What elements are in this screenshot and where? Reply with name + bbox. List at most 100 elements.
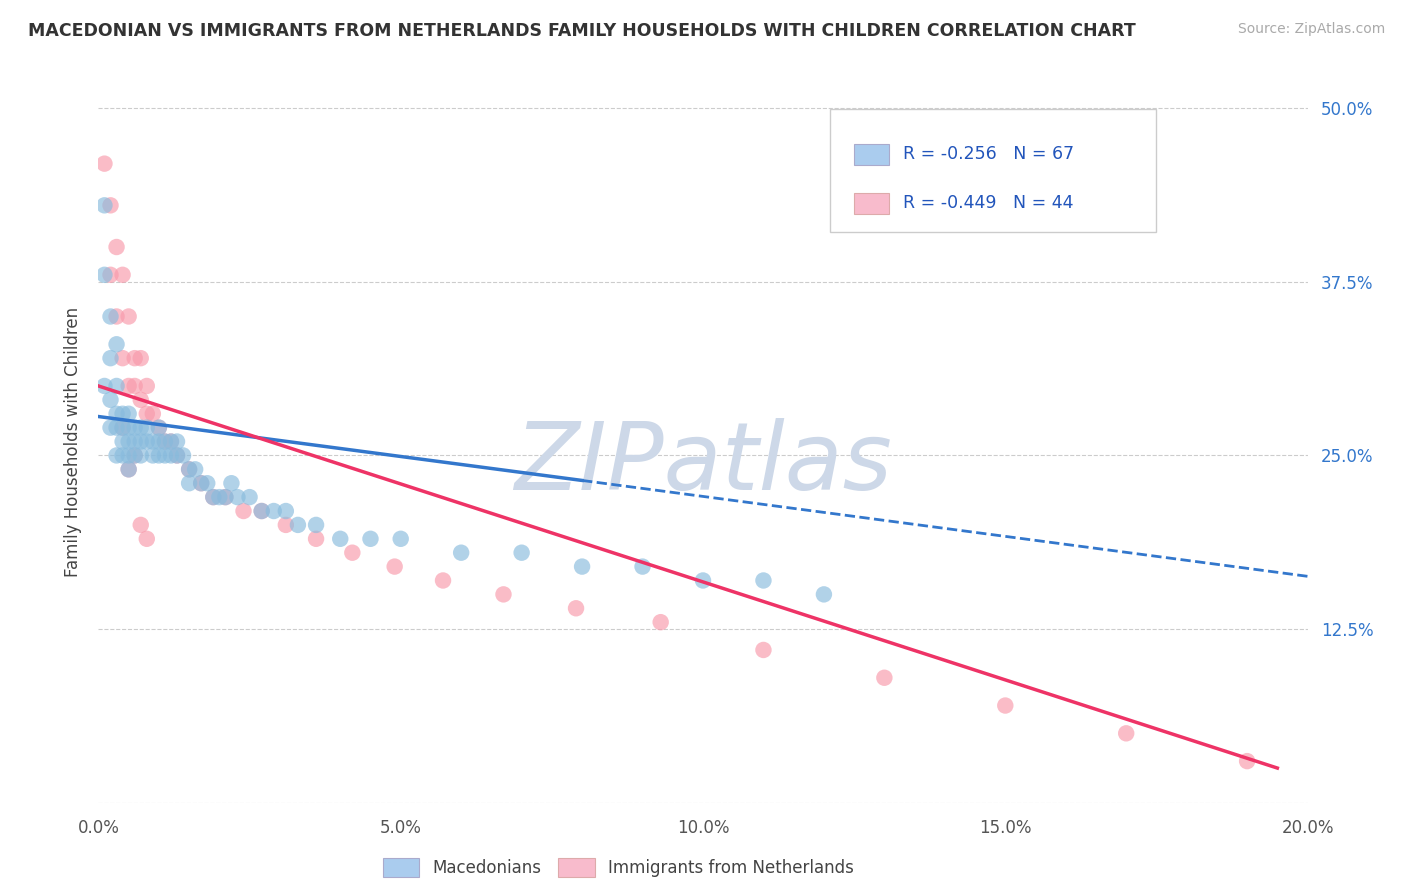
Point bbox=[148, 449, 170, 463]
FancyBboxPatch shape bbox=[855, 193, 889, 213]
Point bbox=[135, 420, 157, 434]
Point bbox=[1115, 726, 1137, 740]
Point bbox=[148, 420, 170, 434]
Point bbox=[274, 517, 297, 532]
Point bbox=[160, 449, 183, 463]
Point bbox=[148, 420, 170, 434]
Point bbox=[239, 490, 262, 504]
Point bbox=[100, 392, 122, 407]
Point bbox=[179, 462, 201, 476]
Point bbox=[384, 559, 406, 574]
Point bbox=[118, 310, 141, 324]
Point bbox=[118, 462, 141, 476]
Point bbox=[342, 546, 364, 560]
Point bbox=[124, 449, 146, 463]
Point bbox=[994, 698, 1017, 713]
Point bbox=[202, 490, 225, 504]
Point bbox=[93, 379, 115, 393]
Point bbox=[305, 532, 328, 546]
Point bbox=[105, 407, 128, 421]
Text: MACEDONIAN VS IMMIGRANTS FROM NETHERLANDS FAMILY HOUSEHOLDS WITH CHILDREN CORREL: MACEDONIAN VS IMMIGRANTS FROM NETHERLAND… bbox=[28, 22, 1136, 40]
Point bbox=[148, 434, 170, 449]
Point bbox=[432, 574, 454, 588]
Text: R = -0.256   N = 67: R = -0.256 N = 67 bbox=[903, 145, 1074, 163]
Point bbox=[100, 310, 122, 324]
Point bbox=[184, 462, 207, 476]
Point bbox=[118, 420, 141, 434]
Point bbox=[129, 434, 152, 449]
Point bbox=[752, 574, 775, 588]
Point bbox=[214, 490, 236, 504]
Point bbox=[135, 379, 157, 393]
Point bbox=[214, 490, 236, 504]
Point bbox=[142, 449, 165, 463]
Point bbox=[153, 434, 176, 449]
Point bbox=[250, 504, 273, 518]
Point bbox=[135, 434, 157, 449]
Point bbox=[153, 449, 176, 463]
Point bbox=[510, 546, 533, 560]
Point bbox=[118, 434, 141, 449]
Point bbox=[226, 490, 249, 504]
Point bbox=[111, 420, 134, 434]
Point bbox=[93, 268, 115, 282]
Point bbox=[100, 420, 122, 434]
Text: ZIPatlas: ZIPatlas bbox=[515, 417, 891, 508]
Point bbox=[105, 337, 128, 351]
Point bbox=[190, 476, 212, 491]
Legend: Macedonians, Immigrants from Netherlands: Macedonians, Immigrants from Netherlands bbox=[375, 851, 860, 883]
Point bbox=[129, 517, 152, 532]
Point bbox=[160, 434, 183, 449]
Point bbox=[100, 268, 122, 282]
Point bbox=[111, 449, 134, 463]
Point bbox=[160, 434, 183, 449]
Point bbox=[179, 462, 201, 476]
Point bbox=[305, 517, 328, 532]
Point bbox=[118, 407, 141, 421]
Point bbox=[813, 587, 835, 601]
Point bbox=[492, 587, 515, 601]
Point bbox=[93, 198, 115, 212]
Point bbox=[93, 156, 115, 170]
Point bbox=[329, 532, 352, 546]
Point bbox=[287, 517, 309, 532]
Point bbox=[100, 198, 122, 212]
Point bbox=[105, 420, 128, 434]
Point bbox=[129, 420, 152, 434]
Point bbox=[142, 407, 165, 421]
Point bbox=[129, 392, 152, 407]
Point bbox=[263, 504, 285, 518]
Point bbox=[166, 434, 188, 449]
Point bbox=[565, 601, 588, 615]
Point bbox=[111, 420, 134, 434]
Point bbox=[129, 351, 152, 366]
Point bbox=[124, 351, 146, 366]
Point bbox=[752, 643, 775, 657]
Point bbox=[202, 490, 225, 504]
Point bbox=[873, 671, 896, 685]
Point bbox=[124, 420, 146, 434]
Point bbox=[142, 434, 165, 449]
Point bbox=[124, 379, 146, 393]
Point bbox=[1236, 754, 1258, 768]
Point bbox=[250, 504, 273, 518]
Point bbox=[190, 476, 212, 491]
Text: Source: ZipAtlas.com: Source: ZipAtlas.com bbox=[1237, 22, 1385, 37]
Point bbox=[274, 504, 297, 518]
Point bbox=[232, 504, 254, 518]
Point bbox=[100, 351, 122, 366]
Point bbox=[111, 407, 134, 421]
Point bbox=[129, 449, 152, 463]
Point bbox=[172, 449, 194, 463]
Y-axis label: Family Households with Children: Family Households with Children bbox=[63, 307, 82, 576]
Point bbox=[571, 559, 593, 574]
Point bbox=[124, 434, 146, 449]
Point bbox=[118, 449, 141, 463]
Point bbox=[111, 351, 134, 366]
Point bbox=[111, 434, 134, 449]
Point bbox=[124, 449, 146, 463]
Point bbox=[179, 476, 201, 491]
Point bbox=[105, 449, 128, 463]
Point bbox=[166, 449, 188, 463]
Point bbox=[118, 462, 141, 476]
